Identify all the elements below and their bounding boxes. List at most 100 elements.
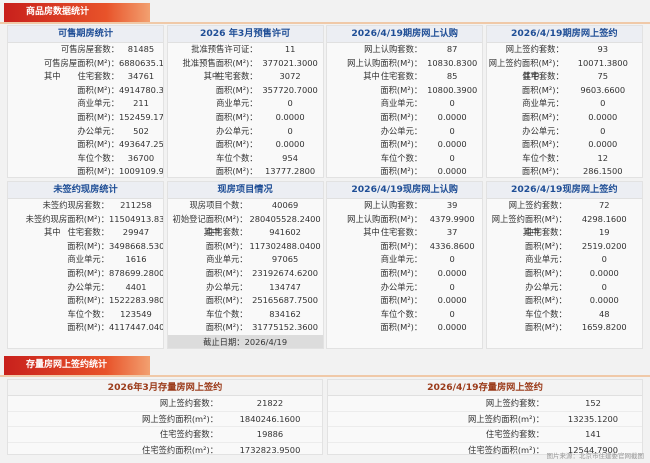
row-value: 3072 <box>279 71 301 82</box>
stat-row: 车位个数： 0 <box>327 152 482 166</box>
stat-row: 面积(M²)： 1659.8200 <box>487 321 642 335</box>
stat-row: 商业单元： 0 <box>487 97 642 111</box>
panel-grid: 未签约现房统计 未签约现房套数： 211258 未签约现房面积(M²)： 1150491… <box>7 181 643 349</box>
row-label: 住宅签约面积(m²)： <box>468 444 544 455</box>
row-label: 住宅套数： <box>216 71 258 82</box>
row-value: 4914780.3900 <box>119 84 164 95</box>
stat-row: 住宅签约套数： 19886 <box>8 427 322 443</box>
row-label: 面积(M²)： <box>205 240 248 251</box>
stat-row: 面积(M²)：152459.1700 <box>8 111 163 125</box>
panel-title: 2026/4/19期房网上签约 <box>486 26 642 43</box>
row-value: 211 <box>133 98 149 109</box>
stat-row: 面积(M²)： 878699.2800 <box>8 267 163 281</box>
row-value: 117302488.0400 <box>249 240 321 251</box>
row-value: 1732823.9500 <box>239 444 301 455</box>
stat-row: 面积(M²)： 0.0000 <box>168 111 323 125</box>
row-value: 0 <box>449 98 455 109</box>
row-label: 商业单元： <box>522 98 564 109</box>
row-label: 商业单元： <box>67 254 110 265</box>
row-value: 0 <box>287 98 293 109</box>
stat-panel: 2026/4/19现房网上认购 网上认购套数： 39 网上认购面积(M²)： 4379.… <box>326 181 484 349</box>
row-label: 网上认购面积(M²)： <box>347 57 423 68</box>
row-value: 25165687.7500 <box>252 295 319 306</box>
row-label: 办公单元： <box>380 125 423 136</box>
stat-row: 面积(M²)： 0.0000 <box>487 111 642 125</box>
row-label: 面积(M²)： <box>521 166 564 177</box>
row-value: 0.0000 <box>437 322 467 333</box>
stat-row: 面积(M²)： 286.1500 <box>487 165 642 177</box>
row-value: 0 <box>600 125 606 136</box>
row-label: 面积(M²)： <box>380 111 423 122</box>
row-value: 941602 <box>269 227 301 238</box>
row-label: 面积(M²)： <box>380 267 423 278</box>
row-value: 40069 <box>271 200 299 210</box>
footer-value: 2026/4/19 <box>244 336 288 347</box>
row-value: 10830.8300 <box>427 57 478 68</box>
row-value: 13777.2800 <box>265 166 316 177</box>
row-value: 4379.9900 <box>429 213 475 224</box>
row-label: 商业单元： <box>380 98 423 109</box>
stat-row: 办公单元： 0 <box>327 125 482 139</box>
stat-row: 网上签约面积(m²)： 13235.1200 <box>328 412 642 428</box>
row-value: 11504913.8300 <box>109 213 164 224</box>
stat-row: 批准预售面积(M²)： 377021.3000 <box>168 57 323 71</box>
image-source: 图片来源：北京市住建委官网截图 <box>546 452 645 460</box>
row-label: 商业单元： <box>206 254 248 265</box>
row-prefix: 其中 <box>363 227 380 238</box>
stat-row: 网上认购面积(M²)： 10830.8300 <box>327 57 482 71</box>
stat-row: 面积(M²)： 0.0000 <box>487 294 642 308</box>
row-value: 954 <box>282 152 299 163</box>
stat-row: 面积(M²)： 1522283.9800 <box>8 294 163 308</box>
row-value: 3498668.5300 <box>109 240 164 251</box>
row-value: 377021.3000 <box>262 57 318 68</box>
row-label: 面积(M²)： <box>524 295 567 306</box>
row-value: 0.0000 <box>437 111 467 122</box>
row-label: 面积(M²)： <box>380 295 423 306</box>
row-value: 37 <box>446 227 458 238</box>
row-value: 1616 <box>125 254 147 265</box>
row-label: 住宅签约套数： <box>159 429 218 440</box>
row-value: 0.0000 <box>588 111 618 122</box>
row-label: 商业单元： <box>77 98 120 109</box>
stat-row: 面积(M²)： 0.0000 <box>327 321 482 335</box>
stat-panel: 2026年3月存量房网上签约 网上签约套数： 21822 网上签约面积(m²)： 184… <box>7 379 323 455</box>
row-value: 152 <box>585 398 601 408</box>
panel-title: 2026/4/19现房网上签约 <box>486 182 642 199</box>
row-value: 1522283.9800 <box>109 295 164 306</box>
row-label: 面积(M²)： <box>380 84 423 95</box>
row-value: 141 <box>585 429 601 440</box>
section-header: 商品房数据统计 <box>0 3 650 24</box>
row-value: 0.0000 <box>437 166 467 177</box>
row-label: 网上签约面积(M²)： <box>491 213 567 224</box>
stat-row: 网上认购面积(M²)： 4379.9900 <box>327 213 482 227</box>
stat-row: 网上签约套数： 72 <box>487 199 642 213</box>
row-label: 网上签约面积(m²)： <box>142 413 218 424</box>
row-label: 面积(M²)： <box>67 322 109 333</box>
row-value: 2519.0200 <box>581 240 627 251</box>
stat-panel: 2026 年3月预售许可 批准预售许可证： 11 批准预售面积(M²)： 377021.… <box>166 25 324 178</box>
row-label: 面积(M²)： <box>205 295 248 306</box>
row-label: 面积(M²)： <box>67 240 109 251</box>
stat-row: 网上签约面积(M²)： 4298.1600 <box>487 213 642 227</box>
row-label: 车位个数： <box>77 152 120 163</box>
row-label: 网上认购套数： <box>364 200 423 210</box>
stat-row: 现房项目个数： 40069 <box>168 199 323 213</box>
row-label: 网上签约面积(m²)： <box>468 413 544 424</box>
row-value: 1009109.9300 <box>119 166 164 177</box>
row-value: 0.0000 <box>437 267 467 278</box>
stat-row: 网上认购套数： 87 <box>327 43 482 57</box>
row-label: 住宅套数： <box>380 227 423 238</box>
stat-row: 面积(M²)： 4336.8600 <box>327 240 482 254</box>
stat-row: 车位个数： 834162 <box>168 308 323 322</box>
section-title: 商品房数据统计 <box>4 3 150 22</box>
stat-row: 办公单元： 0 <box>327 281 482 295</box>
stat-row: 办公单元： 0 <box>487 125 642 139</box>
row-value: 134747 <box>269 281 301 292</box>
row-value: 0.0000 <box>589 267 619 278</box>
row-label: 住宅套数： <box>522 71 564 82</box>
stat-row: 其中 住宅套数： 29947 <box>8 226 163 240</box>
section-header: 存量房网上签约统计 <box>0 356 650 377</box>
row-value: 85 <box>446 71 458 82</box>
